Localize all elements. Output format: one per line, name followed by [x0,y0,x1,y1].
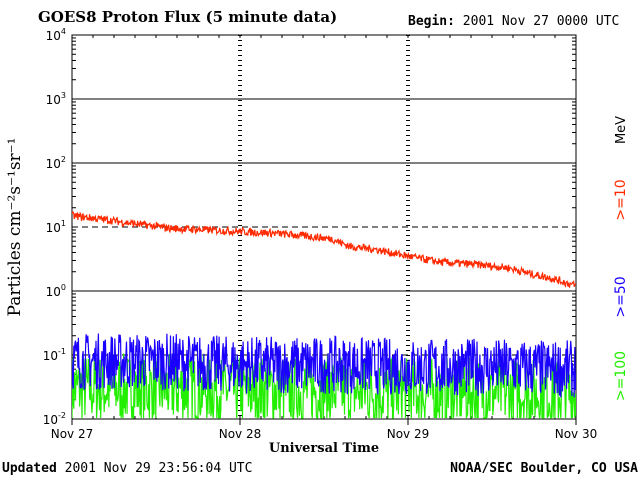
y-tick-exponent: 3 [61,91,66,100]
series-line-10mev [72,211,576,289]
y-tick-label: 100 [46,283,66,299]
x-tick-label: Nov 27 [51,427,94,441]
series-line-50mev [72,333,576,398]
y-tick-exponent: -2 [58,411,66,420]
x-tick-label: Nov 29 [387,427,430,441]
updated-timestamp: Updated 2001 Nov 29 23:56:04 UTC [2,461,252,476]
legend-entry: >=10 [613,179,629,220]
begin-time: Begin: 2001 Nov 27 0000 UTC [408,14,619,29]
y-tick-exponent: -1 [58,347,66,356]
y-tick-label: 10-1 [43,347,66,363]
y-tick-base: 10 [43,349,58,363]
updated-value: 2001 Nov 29 23:56:04 UTC [64,461,253,476]
legend-entry: >=50 [613,276,629,317]
updated-label: Updated [2,461,57,476]
x-tick-label: Nov 28 [219,427,262,441]
y-tick-base: 10 [46,285,61,299]
y-tick-base: 10 [43,413,58,427]
y-tick-label: 10-2 [43,411,66,427]
y-tick-base: 10 [46,93,61,107]
y-tick-exponent: 0 [61,283,66,292]
y-tick-exponent: 2 [61,155,66,164]
legend-unit: MeV [614,116,629,144]
begin-label: Begin: [408,14,455,29]
begin-value: 2001 Nov 27 0000 UTC [462,14,620,29]
y-tick-label: 101 [46,219,66,235]
y-axis-title: Particles cm⁻²s⁻¹sr⁻¹ [5,138,25,317]
chart-title: GOES8 Proton Flux (5 minute data) [38,8,338,26]
y-tick-label: 103 [46,91,66,107]
legend-entry: >=100 [613,351,629,401]
y-tick-label: 104 [46,27,66,43]
y-tick-base: 10 [46,157,61,171]
x-tick-label: Nov 30 [555,427,598,441]
y-tick-label: 102 [46,155,66,171]
x-axis-title: Universal Time [269,441,379,456]
y-tick-exponent: 1 [61,219,66,228]
y-tick-base: 10 [46,221,61,235]
y-tick-exponent: 4 [61,27,66,36]
y-tick-base: 10 [46,29,61,43]
credit-text: NOAA/SEC Boulder, CO USA [450,461,638,476]
